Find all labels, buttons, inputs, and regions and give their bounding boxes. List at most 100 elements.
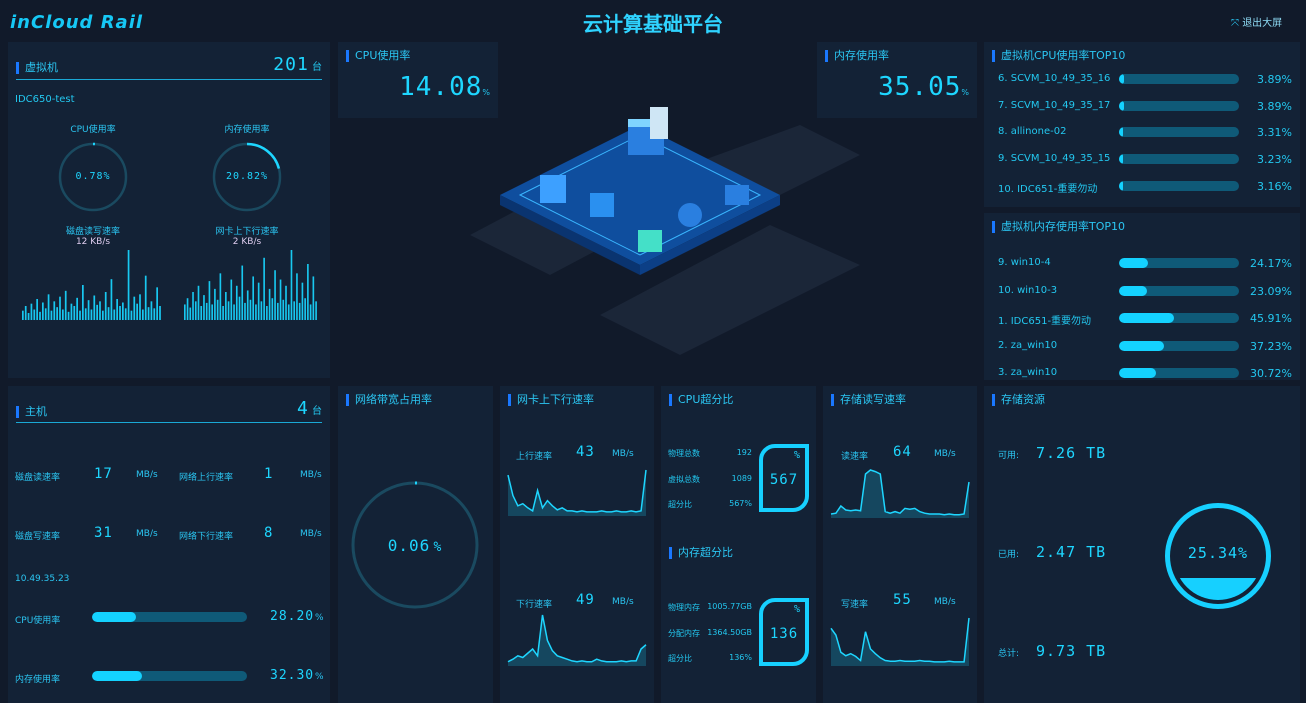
chart-bar [59,296,61,320]
chart-bar [208,281,211,320]
net-up-label: 网络上行速率 [179,473,234,483]
vm-disk-value: 12 KB/s [75,237,111,247]
vm-count: 201 [273,54,309,75]
vm-name: IDC650-test [15,94,75,105]
disk-write-label: 磁盘写速率 [15,532,61,542]
chart-bar [119,306,121,320]
read-label: 读速率 [841,452,869,462]
storage-panel: 存储资源 可用: 7.26 TB 已用: 2.47 TB 总计: 9.73 TB… [984,386,1300,703]
chart-bar [246,290,249,320]
chart-bar [82,285,84,320]
vm-unit: 台 [312,62,322,73]
chart-bar [102,310,104,320]
chart-bar [309,304,312,320]
chart-bar [56,307,58,320]
item-value: 24.17% [1250,257,1292,270]
item-label: 10. IDC651-重要勿动 [998,183,1098,195]
chart-bar [214,288,216,320]
item-bar [1119,340,1239,351]
storage-pct: 25.34% [1187,544,1249,562]
chart-line [830,469,970,516]
chart-bar [315,301,317,320]
host-mem-value: 32.30 [270,668,315,683]
chart-bar [70,303,73,320]
logo: inCloud Rail [10,12,144,33]
disk-read-label: 磁盘读速率 [15,473,61,483]
chart-bar [205,302,208,320]
chart-bar [227,301,230,320]
chart-bar [211,304,213,320]
chart-bar [279,279,282,320]
item-label: 8. allinone-02 [998,126,1067,138]
vm-mem-value: 20.82% [225,171,269,182]
item-value: 3.89% [1257,73,1292,86]
chart-bar [307,264,309,320]
chart-bar [200,306,203,320]
item-bar [1119,285,1239,296]
chart-bar [233,304,235,320]
chart-bar [293,301,296,320]
nic-panel: 网卡上下行速率 上行速率 43 MB/s 下行速率 49 MB/s [500,386,654,703]
unit: % [315,672,324,682]
chart-bar [136,303,138,320]
item-value: 37.23% [1250,339,1292,353]
chart-bar [96,304,98,320]
unit: % [793,450,801,461]
chart-bar [107,307,110,320]
exit-fullscreen-button[interactable]: ⤧ 退出大屏 [1231,14,1282,29]
unit: MB/s [136,470,158,480]
chart-bar [47,294,50,320]
bandwidth-unit: % [433,540,443,555]
nic-up-label: 上行速率 [516,452,553,462]
chart-bar [30,303,33,320]
memory-usage-title: 内存使用率 [825,50,889,62]
vm-nic-label: 网卡上下行速率 [215,227,279,237]
disk-write-value: 31 [94,525,113,541]
cpu-usage-unit: % [482,88,490,97]
chart-line [507,469,647,513]
chart-bar [110,279,113,320]
row-value: 1089 [731,473,752,483]
chart-bar [241,265,244,320]
divider [16,422,322,423]
chart-bar [225,292,227,320]
chart-bar [184,304,186,320]
chart-bar [219,273,222,320]
chart-bar [33,309,36,320]
read-chart [830,469,970,518]
chart-bar [147,307,150,320]
chart-bar [76,297,78,320]
vm-cpu-gauge [58,142,128,212]
item-bar [1119,74,1239,84]
chart-bar [312,276,315,320]
chart-bar [50,310,53,320]
item-label: 6. SCVM_10_49_35_16 [998,73,1111,84]
chart-bar [222,306,224,320]
row-value: 136% [729,653,752,662]
unit: MB/s [136,529,158,539]
chart-line [830,617,970,663]
chart-bar [301,282,304,320]
item-label: 2. za_win10 [998,339,1058,351]
write-label: 写速率 [841,600,869,610]
chart-bar [271,298,274,320]
item-bar [1119,368,1239,378]
page-title: 云计算基础平台 [583,12,723,36]
overcommit-panel: CPU超分比 物理总数 192 虚拟总数 1089 超分比 567% % 567 内… [661,386,816,703]
unit: MB/s [612,449,634,459]
chart-bar [285,285,287,320]
item-label: 1. IDC651-重要勿动 [998,316,1092,327]
unit: MB/s [612,597,634,607]
storage-title: 存储资源 [992,394,1045,406]
unit: % [315,613,324,623]
vm-mem-top10-title: 虚拟机内存使用率TOP10 [992,221,1125,233]
vm-nic-value: 2 KB/s [232,237,262,247]
used-value: 2.47 TB [1036,543,1107,561]
chart-bar [189,307,192,320]
item-value: 3.89% [1257,99,1292,113]
item-label: 7. SCVM_10_49_35_17 [998,99,1111,111]
storage-rw-title: 存储读写速率 [831,394,906,406]
chart-bar [133,296,136,320]
host-cpu-bar [92,612,247,622]
bandwidth-value: 0.06 [387,536,431,555]
